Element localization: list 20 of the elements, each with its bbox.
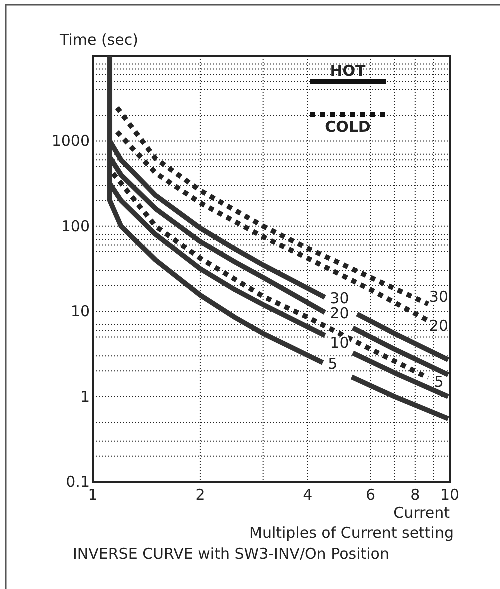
series-label: 5 <box>434 373 444 392</box>
y-tick-label: 100 <box>61 217 90 236</box>
annotation: HOT <box>330 62 367 80</box>
series-label: 10 <box>330 334 350 352</box>
y-axis-title: Time (sec) <box>59 31 138 49</box>
y-tick-label: 0.1 <box>66 473 90 491</box>
x-tick-label: 10 <box>440 486 460 504</box>
x-tick-label: 8 <box>410 486 420 504</box>
x-tick-label: 4 <box>303 486 313 504</box>
annotation: COLD <box>325 118 371 136</box>
x-tick-label: 6 <box>366 486 376 504</box>
x-tick-label: 2 <box>196 486 206 504</box>
x-axis-title: Current <box>394 504 450 522</box>
text: Multiples of Current setting <box>250 524 454 542</box>
y-tick-label: 1000 <box>52 132 90 150</box>
y-tick-label: 10 <box>70 302 90 321</box>
series-label: 5 <box>328 354 338 373</box>
series-label: 30 <box>429 288 448 306</box>
y-tick-label: 1 <box>80 388 90 406</box>
text: INVERSE CURVE with SW3-INV/On Position <box>73 545 390 563</box>
